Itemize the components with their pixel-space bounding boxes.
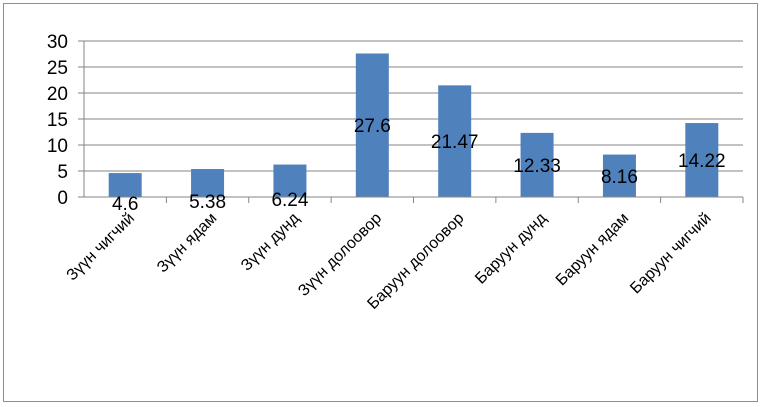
y-tick-label: 30 <box>47 32 68 53</box>
data-label: 21.47 <box>431 132 479 153</box>
y-tick-label: 0 <box>57 188 68 209</box>
y-tick-label: 25 <box>47 58 68 79</box>
category-label: Зүүн долоовор <box>295 210 385 300</box>
data-label: 6.24 <box>271 190 308 211</box>
bar <box>602 154 636 197</box>
data-label: 4.6 <box>112 194 138 215</box>
category-label: Баруун ядам <box>553 210 632 289</box>
data-label: 27.6 <box>354 116 391 137</box>
bar <box>438 85 472 197</box>
bar <box>355 53 389 198</box>
data-label: 14.22 <box>678 151 726 172</box>
bar <box>108 173 142 197</box>
y-tick-label: 5 <box>57 162 68 183</box>
bar <box>273 164 307 197</box>
bar <box>685 123 719 197</box>
y-tick-label: 20 <box>47 84 68 105</box>
category-label: Зүүн ядам <box>154 210 220 276</box>
bar <box>520 132 554 197</box>
y-tick-label: 15 <box>47 110 68 131</box>
y-axis-ticks: 0 5 10 15 20 25 30 <box>47 32 68 209</box>
category-label: Зүүн чигчий <box>64 210 138 284</box>
gridlines <box>78 40 744 203</box>
category-label: Баруун дунд <box>472 209 550 287</box>
data-label: 12.33 <box>513 156 561 177</box>
category-label: Баруун чигчий <box>627 210 714 297</box>
y-tick-label: 10 <box>47 136 68 157</box>
data-labels: 4.6 5.38 6.24 27.6 21.47 12.33 8.16 14.22 <box>112 116 726 215</box>
bar <box>191 169 225 197</box>
bars <box>108 53 719 198</box>
category-label: Зүүн дунд <box>238 209 303 274</box>
data-label: 8.16 <box>601 167 638 188</box>
data-label: 5.38 <box>189 192 226 213</box>
